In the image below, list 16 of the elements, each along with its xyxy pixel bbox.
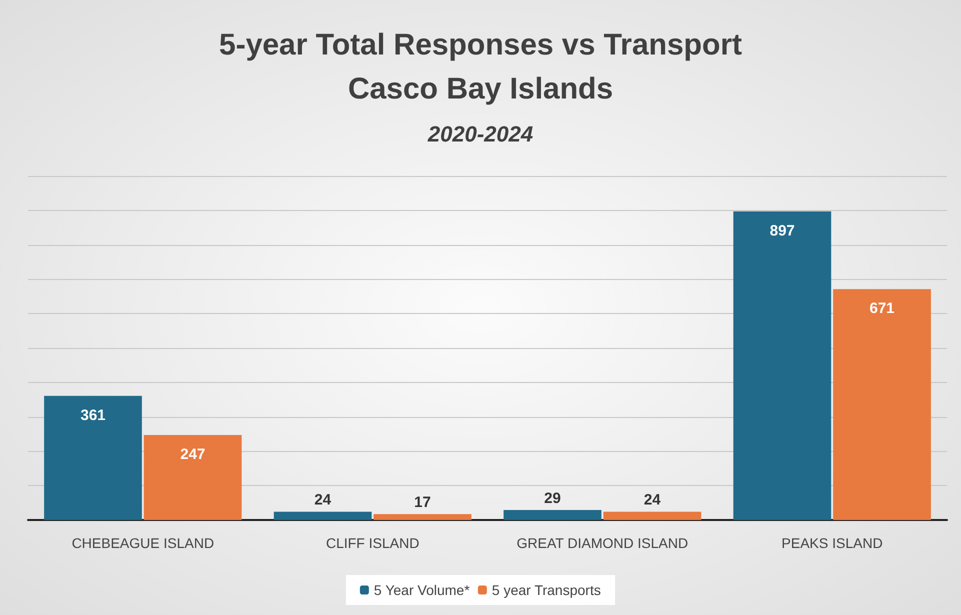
legend-label: 5 year Transports (492, 582, 601, 598)
data-label: 29 (544, 490, 561, 508)
data-label: 361 (80, 406, 106, 424)
x-tick-label: CLIFF ISLAND (326, 535, 420, 551)
data-label: 247 (180, 446, 206, 464)
data-label: 24 (644, 492, 662, 509)
x-tick-label: GREAT DIAMOND ISLAND (516, 535, 688, 551)
x-tick-label: PEAKS ISLAND (782, 535, 883, 551)
data-label: 897 (770, 222, 795, 240)
legend-label: 5 Year Volume* (374, 582, 470, 598)
data-label: 24 (314, 492, 332, 509)
data-label: 671 (869, 300, 895, 318)
data-label: 17 (414, 494, 431, 512)
chart-title: 5-year Total Responses vs Transport Casco Bay Islands (219, 28, 742, 106)
x-tick-label: CHEBEAGUE ISLAND (72, 535, 214, 551)
chart-subtitle: 2020-2024 (426, 122, 534, 146)
